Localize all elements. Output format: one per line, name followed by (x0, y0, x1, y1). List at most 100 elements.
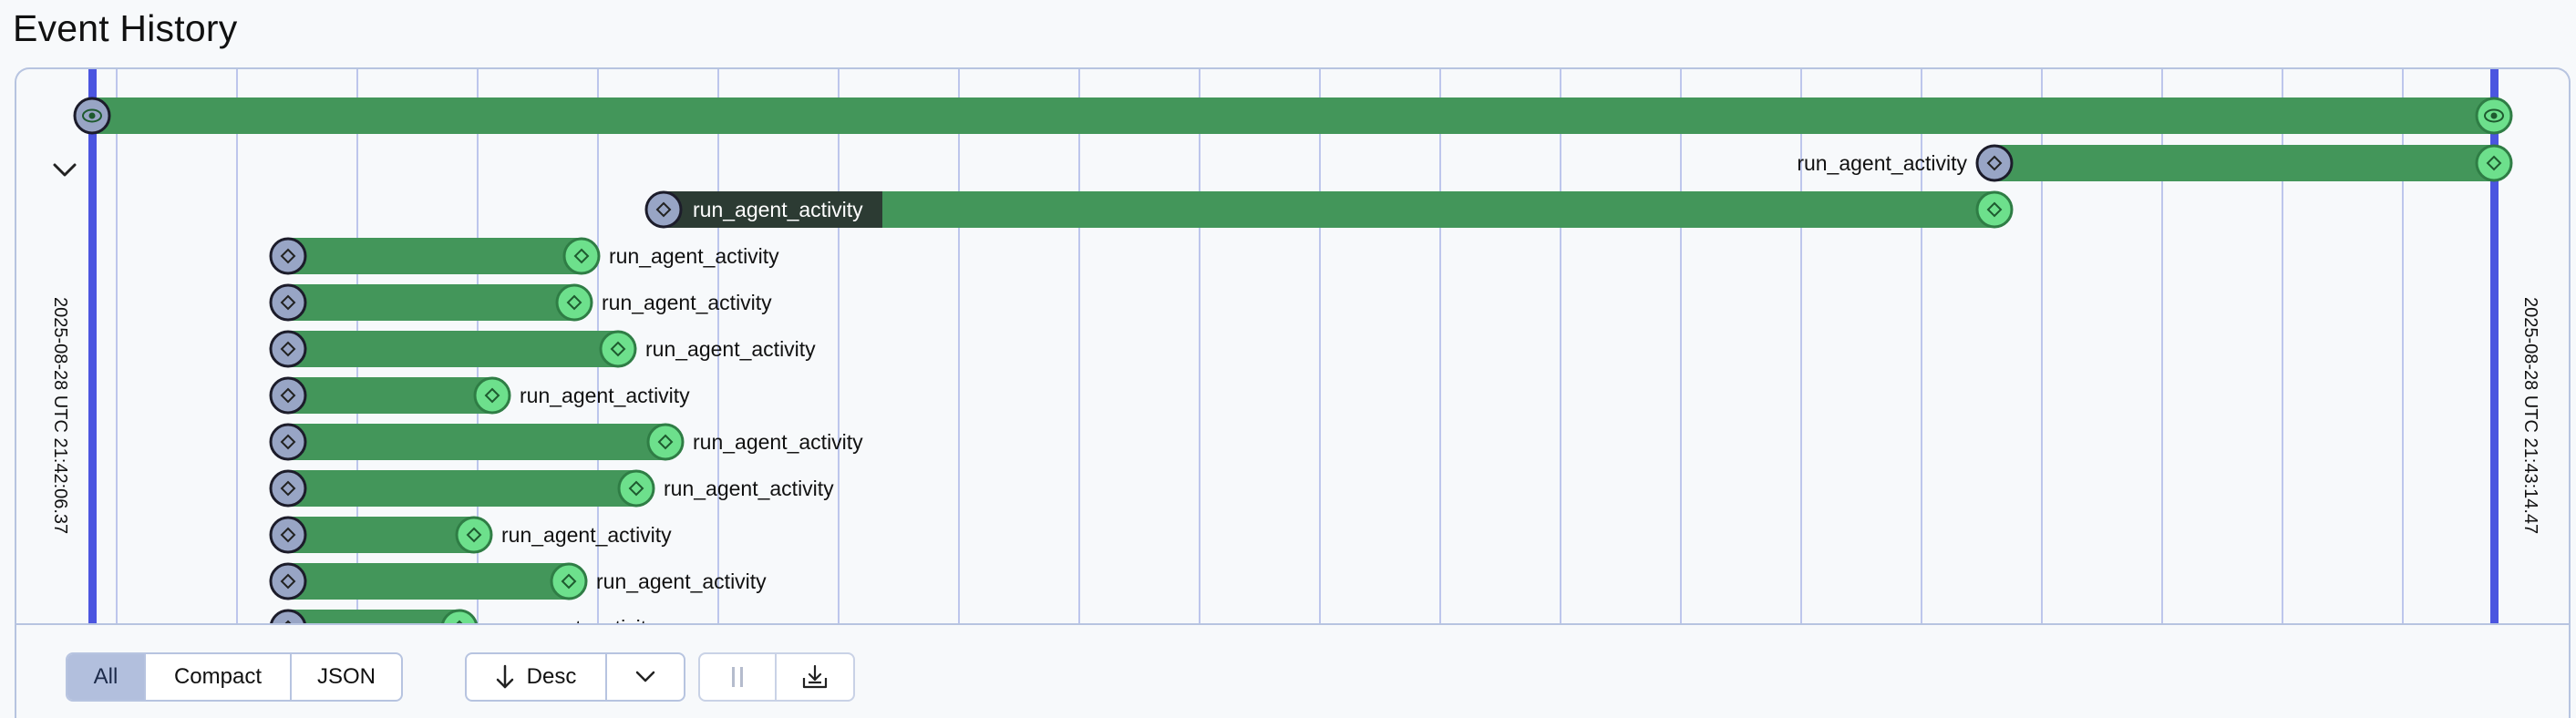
timeline-row[interactable]: run_agent_activity (1797, 144, 2513, 182)
activity-bar[interactable] (288, 331, 618, 367)
activity-label: run_agent_activity (520, 384, 690, 407)
activity-start-node[interactable] (269, 330, 307, 368)
activity-label: run_agent_activity (1797, 151, 1967, 175)
timeline-row[interactable]: run_agent_activity (269, 376, 690, 415)
activity-end-node[interactable] (646, 423, 685, 461)
activity-start-node[interactable] (269, 283, 307, 322)
sort-control: Desc (465, 652, 685, 702)
panel-divider (15, 623, 2571, 625)
activity-bar[interactable] (664, 191, 1994, 228)
activity-label: run_agent_activity (596, 569, 767, 593)
activity-label: run_agent_activity (602, 291, 772, 314)
activity-start-node[interactable] (73, 97, 111, 135)
activity-bar[interactable] (288, 563, 569, 600)
end-diamond-icon (610, 341, 626, 357)
timeline-row[interactable]: run_agent_activity (269, 237, 779, 275)
timeline-row[interactable]: run_agent_activity (269, 330, 816, 368)
end-diamond-icon (628, 480, 644, 497)
end-diamond-icon (484, 387, 500, 404)
activity-end-node[interactable] (599, 330, 637, 368)
download-button[interactable] (777, 654, 853, 700)
end-diamond-icon (573, 248, 590, 264)
start-diamond-icon (280, 248, 296, 264)
sort-dropdown-button[interactable] (607, 654, 684, 700)
timeline-row[interactable]: run_agent_activity (269, 469, 834, 508)
activity-bar[interactable] (92, 97, 2494, 134)
activity-bar[interactable] (288, 284, 574, 321)
activity-label: run_agent_activity (693, 430, 863, 454)
start-diamond-icon (280, 387, 296, 404)
activity-end-node[interactable] (617, 469, 655, 508)
chevron-down-icon (635, 671, 655, 682)
activity-end-node[interactable] (2475, 97, 2513, 135)
activity-bar[interactable] (288, 610, 459, 625)
sort-desc-button[interactable]: Desc (467, 654, 607, 700)
timeline-row[interactable]: run_agent_activity (644, 190, 2014, 229)
end-diamond-icon (657, 434, 674, 450)
start-diamond-icon (280, 434, 296, 450)
activity-start-node[interactable] (644, 190, 683, 229)
activity-label: run_agent_activity (693, 198, 863, 221)
end-time-marker (2490, 69, 2499, 625)
activity-start-node[interactable] (269, 562, 307, 600)
start-time-marker (88, 69, 97, 625)
activity-start-node[interactable] (269, 609, 307, 625)
activity-end-node[interactable] (473, 376, 511, 415)
start-time-label: 2025-08-28 UTC 21:42:06.37 (50, 297, 70, 534)
pause-button[interactable] (700, 654, 777, 700)
activity-start-node[interactable] (269, 516, 307, 554)
activity-end-node[interactable] (2475, 144, 2513, 182)
eye-icon (82, 108, 102, 123)
activity-end-node[interactable] (1975, 190, 2014, 229)
arrow-down-icon (496, 664, 513, 689)
timeline-row[interactable]: run_agent_activity (269, 609, 657, 625)
timeline-row[interactable]: run_agent_activity (269, 283, 772, 322)
activity-start-node[interactable] (1975, 144, 2014, 182)
activity-end-node[interactable] (555, 283, 593, 322)
activity-bar[interactable] (1994, 145, 2494, 181)
activity-bar[interactable] (288, 238, 582, 274)
playback-controls (698, 652, 855, 702)
download-icon (802, 664, 828, 689)
timeline-row[interactable]: run_agent_activity (269, 516, 672, 554)
activity-start-node[interactable] (269, 237, 307, 275)
activity-start-node[interactable] (269, 423, 307, 461)
activity-end-node[interactable] (562, 237, 601, 275)
activity-bar[interactable] (288, 470, 636, 507)
panel-border-right (2569, 625, 2571, 718)
activity-start-node[interactable] (269, 469, 307, 508)
view-compact-button[interactable]: Compact (146, 654, 292, 700)
start-diamond-icon (280, 480, 296, 497)
activity-bar[interactable] (288, 424, 665, 460)
eye-icon (2484, 108, 2504, 123)
start-diamond-icon (280, 527, 296, 543)
chevron-down-icon (53, 163, 77, 177)
pause-icon (732, 667, 743, 687)
start-diamond-icon (1986, 155, 2003, 171)
activity-end-node[interactable] (455, 516, 493, 554)
activity-label: run_agent_activity (645, 337, 816, 361)
view-all-button[interactable]: All (67, 654, 146, 700)
page-title: Event History (13, 7, 238, 49)
timeline-row[interactable]: run_agent_activity (269, 423, 863, 461)
end-diamond-icon (561, 573, 577, 590)
end-diamond-icon (1986, 201, 2003, 218)
timeline-row[interactable] (73, 97, 2513, 135)
sort-label: Desc (526, 664, 577, 689)
activity-bar[interactable] (288, 517, 474, 553)
start-diamond-icon (655, 201, 672, 218)
activity-start-node[interactable] (269, 376, 307, 415)
timeline-row[interactable]: run_agent_activity (269, 562, 767, 600)
end-diamond-icon (466, 527, 482, 543)
view-json-button[interactable]: JSON (316, 664, 376, 689)
activity-bar[interactable] (288, 377, 492, 414)
activity-label: run_agent_activity (609, 244, 779, 268)
activity-end-node[interactable] (440, 609, 479, 625)
view-mode-toggle: All Compact JSON (66, 652, 403, 702)
timeline-canvas: 2025-08-28 UTC 21:42:06.37 2025-08-28 UTC… (50, 69, 2540, 625)
start-diamond-icon (280, 341, 296, 357)
end-diamond-icon (566, 294, 582, 311)
end-diamond-icon (2486, 155, 2502, 171)
activity-end-node[interactable] (550, 562, 588, 600)
collapse-toggle[interactable] (51, 159, 78, 182)
